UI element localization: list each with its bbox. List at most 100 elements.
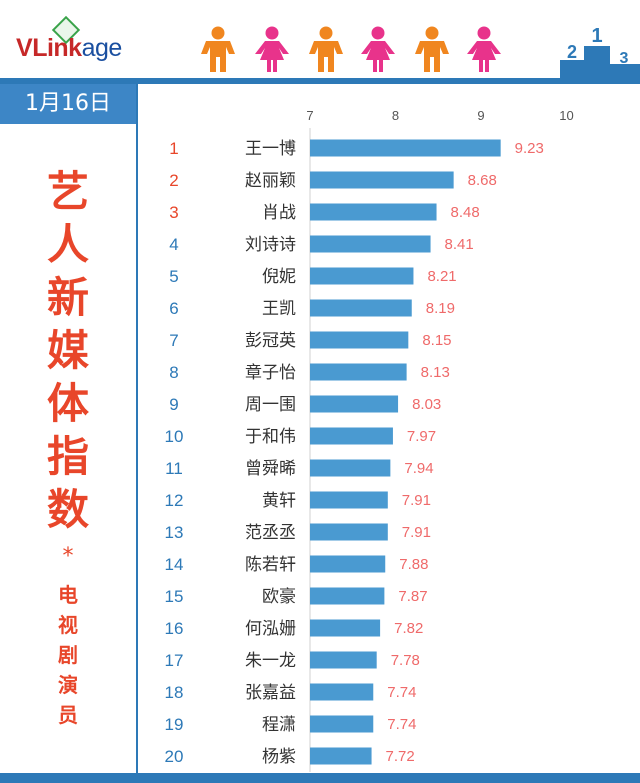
score-bar — [310, 683, 374, 701]
artist-name: 范丞丞 — [245, 523, 296, 543]
artist-name: 赵丽颖 — [245, 171, 296, 191]
rank-number: 9 — [169, 395, 178, 414]
artist-name: 张嘉益 — [245, 683, 296, 703]
score-bar — [310, 267, 414, 285]
score-bar — [310, 651, 377, 669]
rank-number: 13 — [165, 523, 184, 542]
score-bar — [310, 555, 386, 573]
score-bar — [310, 171, 454, 189]
x-tick-label: 10 — [559, 108, 573, 123]
value-label: 7.74 — [387, 716, 416, 733]
score-bar — [310, 331, 409, 349]
rank-number: 20 — [165, 747, 184, 766]
value-label: 7.82 — [394, 620, 423, 637]
artist-name: 章子怡 — [245, 363, 296, 383]
title-separator: * — [62, 544, 74, 569]
score-bar — [310, 491, 388, 509]
date-label: 1月16日 — [0, 84, 136, 124]
rank-number: 8 — [169, 363, 178, 382]
value-label: 7.74 — [387, 684, 416, 701]
artist-name: 曾舜晞 — [245, 459, 296, 479]
female-figure-icon — [255, 26, 289, 72]
score-bar — [310, 715, 374, 733]
rank-number: 10 — [165, 427, 184, 446]
female-figure-icon — [361, 26, 395, 72]
score-bar — [310, 523, 388, 541]
rank-number: 7 — [169, 331, 178, 350]
rank-number: 12 — [165, 491, 184, 510]
value-label: 8.03 — [412, 396, 441, 413]
score-bar — [310, 619, 381, 637]
rank-number: 18 — [165, 683, 184, 702]
male-figure-icon — [309, 26, 343, 72]
artist-name: 于和伟 — [245, 427, 296, 447]
page-subtitle: 电 视 剧 演 员 — [58, 583, 78, 727]
rank-number: 3 — [169, 203, 178, 222]
vlinkage-logo: VLinkage — [16, 34, 122, 62]
header-divider — [0, 78, 640, 84]
rank-number: 4 — [169, 235, 178, 254]
artist-name: 欧豪 — [262, 586, 296, 607]
rank-number: 15 — [165, 587, 184, 606]
rank-number: 14 — [165, 555, 184, 574]
score-bar — [310, 235, 431, 253]
value-label: 8.15 — [422, 332, 451, 349]
female-figure-icon — [467, 26, 501, 72]
score-bar — [310, 395, 399, 413]
value-label: 8.48 — [451, 204, 480, 221]
value-label: 8.68 — [468, 172, 497, 189]
value-label: 9.23 — [515, 140, 544, 157]
ranking-bar-chart: 7 8 9 10 1 王一博 9.23 2 赵丽颖 8.68 3 肖战 8.48 4 刘诗诗 8.41 5 倪妮 8… — [165, 108, 574, 772]
male-figure-icon — [415, 26, 449, 72]
artist-name: 程潇 — [262, 715, 296, 735]
svg-text:2: 2 — [567, 42, 577, 62]
rank-number: 11 — [165, 459, 183, 478]
x-tick-label: 9 — [477, 108, 484, 123]
footer-bar — [0, 773, 640, 783]
svg-text:3: 3 — [620, 50, 629, 67]
artist-name: 周一围 — [245, 395, 296, 415]
score-bar — [310, 139, 501, 157]
value-label: 8.21 — [427, 268, 456, 285]
page-title: 艺 人 新 媒 体 指 数 — [46, 167, 89, 534]
rank-number: 19 — [165, 715, 184, 734]
value-label: 8.19 — [426, 300, 455, 317]
artist-name: 黄轩 — [262, 491, 296, 511]
value-label: 7.97 — [407, 428, 436, 445]
value-label: 7.87 — [398, 588, 427, 605]
artist-name: 倪妮 — [262, 267, 296, 287]
score-bar — [310, 587, 385, 605]
artist-name: 刘诗诗 — [245, 235, 296, 255]
score-bar — [310, 299, 412, 317]
artist-name: 何泓姗 — [245, 619, 296, 639]
sidebar-divider — [136, 78, 138, 783]
value-label: 7.88 — [399, 556, 428, 573]
artist-name: 彭冠英 — [245, 331, 296, 351]
value-label: 7.78 — [391, 652, 420, 669]
value-label: 7.94 — [404, 460, 433, 477]
rank-number: 17 — [165, 651, 184, 670]
score-bar — [310, 363, 407, 381]
rank-number: 2 — [169, 171, 178, 190]
score-bar — [310, 747, 372, 765]
x-tick-label: 8 — [392, 108, 399, 123]
svg-text:1: 1 — [591, 25, 602, 47]
rank-number: 16 — [165, 619, 184, 638]
male-figure-icon — [201, 26, 235, 72]
score-bar — [310, 203, 437, 221]
rank-number: 1 — [169, 139, 178, 158]
rank-number: 6 — [169, 299, 178, 318]
value-label: 8.13 — [421, 364, 450, 381]
podium-icon: 2 1 3 — [560, 25, 640, 78]
artist-name: 肖战 — [262, 203, 296, 223]
score-bar — [310, 459, 391, 477]
artist-name: 杨紫 — [262, 747, 296, 767]
artist-name: 王凯 — [262, 299, 296, 319]
artist-name: 陈若轩 — [245, 555, 296, 575]
value-label: 7.72 — [386, 748, 415, 765]
artist-name: 朱一龙 — [245, 651, 296, 671]
rank-number: 5 — [169, 267, 178, 286]
value-label: 8.41 — [445, 236, 474, 253]
score-bar — [310, 427, 393, 445]
header: VLinkage 2 1 3 — [0, 0, 640, 78]
